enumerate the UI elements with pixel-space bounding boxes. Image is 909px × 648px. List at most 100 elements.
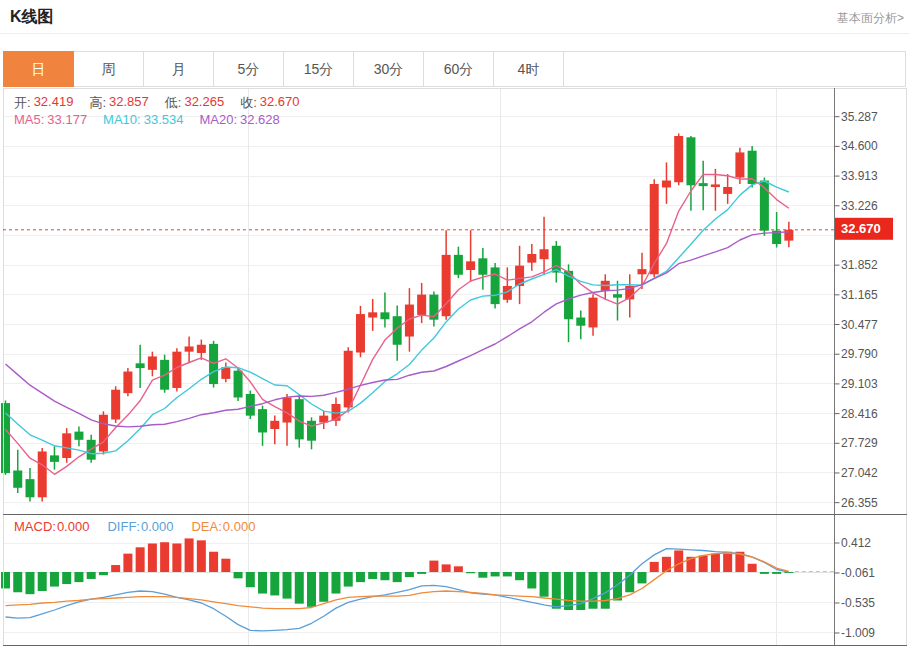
high-value: 32.857 xyxy=(109,94,149,112)
candle-body xyxy=(417,295,426,315)
candle-body xyxy=(527,254,536,263)
high-label: 高: xyxy=(89,94,106,112)
macd-hist-bar xyxy=(417,572,426,574)
macd-axis-label: 0.412 xyxy=(841,536,871,550)
candle-body xyxy=(111,390,120,420)
macd-hist-bar xyxy=(442,564,451,572)
macd-hist-bar xyxy=(62,572,71,584)
macd-hist-bar xyxy=(380,572,389,580)
candle-body xyxy=(99,415,108,452)
candle-body xyxy=(674,136,683,182)
macd-hist-bar xyxy=(344,572,353,587)
candle-body xyxy=(136,363,145,368)
y-axis-label: 34.600 xyxy=(841,139,878,153)
macd-hist-bar xyxy=(307,572,316,607)
macd-hist-bar xyxy=(283,572,292,599)
macd-hist-bar xyxy=(711,554,720,572)
candle-body xyxy=(185,346,194,351)
macd-hist-bar xyxy=(552,572,561,609)
macd-hist-bar xyxy=(160,542,169,572)
macd-hist-bar xyxy=(50,572,59,587)
macd-hist-bar xyxy=(368,572,377,579)
macd-hist-bar xyxy=(258,572,267,594)
macd-hist-bar xyxy=(491,572,500,576)
macd-hist-bar xyxy=(650,562,659,572)
open-value: 32.419 xyxy=(34,94,74,112)
macd-hist-bar xyxy=(429,561,438,572)
macd-label: MACD: xyxy=(14,519,56,534)
candle-body xyxy=(637,269,646,274)
macd-hist-bar xyxy=(674,550,683,572)
macd-hist-bar xyxy=(662,557,671,572)
dea-value: 0.000 xyxy=(223,519,256,534)
y-axis-label: 30.477 xyxy=(841,318,878,332)
y-axis-label: 35.287 xyxy=(841,110,878,124)
open-label: 开: xyxy=(14,94,31,112)
macd-hist-bar xyxy=(564,572,573,610)
macd-hist-bar xyxy=(99,572,108,575)
candle-body xyxy=(344,351,353,408)
candle-body xyxy=(478,258,487,274)
macd-hist-bar xyxy=(748,564,757,572)
y-axis-label: 29.103 xyxy=(841,377,878,391)
candle-body xyxy=(650,184,659,274)
candle-body xyxy=(246,394,255,416)
macd-hist-bar xyxy=(295,572,304,604)
macd-hist-bar xyxy=(221,559,230,572)
candle-body xyxy=(368,312,377,317)
candle-body xyxy=(221,367,230,379)
macd-hist-bar xyxy=(185,538,194,572)
candle-body xyxy=(711,184,720,187)
dea-label: DEA: xyxy=(191,519,221,534)
candle-body xyxy=(686,137,695,185)
macd-hist-bar xyxy=(760,572,769,574)
macd-hist-bar xyxy=(38,572,47,591)
macd-hist-bar xyxy=(111,565,120,572)
macd-hist-bar xyxy=(393,572,402,582)
candle-body xyxy=(13,471,22,488)
kline-widget: { "header": { "title": "K线图", "link": "基… xyxy=(0,0,909,648)
ma5-value: 33.177 xyxy=(47,112,87,127)
ma5-label: MA5: xyxy=(14,112,44,127)
macd-info-row: MACD:0.000 DIFF:0.000 DEA:0.000 xyxy=(14,519,255,534)
macd-hist-bar xyxy=(246,572,255,587)
ohlc-info-row: 开:32.419 高:32.857 低:32.265 收:32.670 xyxy=(14,94,300,112)
candle-body xyxy=(735,152,744,177)
macd-hist-bar xyxy=(331,572,340,594)
macd-hist-bar xyxy=(454,566,463,572)
macd-hist-bar xyxy=(123,554,132,572)
current-price-badge-text: 32.670 xyxy=(841,221,881,236)
macd-hist-bar xyxy=(1,572,10,588)
candle-body xyxy=(491,267,500,304)
diff-value: 0.000 xyxy=(141,519,174,534)
macd-hist-bar xyxy=(148,544,157,572)
candle-body xyxy=(148,356,157,369)
candle-body xyxy=(307,421,316,441)
candle-body xyxy=(662,181,671,188)
macd-hist-bar xyxy=(319,572,328,602)
candle-body xyxy=(123,372,132,394)
candle-body xyxy=(270,421,279,429)
y-axis-label: 33.226 xyxy=(841,199,878,213)
macd-axis-label: -1.009 xyxy=(841,626,875,640)
candle-body xyxy=(576,318,585,326)
macd-hist-bar xyxy=(234,572,243,578)
candle-body xyxy=(234,371,243,398)
close-value: 32.670 xyxy=(260,94,300,112)
candle-body xyxy=(283,397,292,422)
candle-body xyxy=(380,312,389,319)
candle-body xyxy=(197,345,206,353)
macd-hist-bar xyxy=(699,556,708,572)
diff-label: DIFF: xyxy=(107,519,140,534)
candle-body xyxy=(38,451,47,497)
macd-hist-bar xyxy=(478,572,487,578)
macd-axis-label: -0.535 xyxy=(841,596,875,610)
macd-value: 0.000 xyxy=(57,519,90,534)
macd-hist-bar xyxy=(515,572,524,580)
candle-body xyxy=(723,187,732,194)
low-label: 低: xyxy=(165,94,182,112)
y-axis-label: 33.913 xyxy=(841,169,878,183)
close-label: 收: xyxy=(240,94,257,112)
macd-hist-bar xyxy=(13,572,22,592)
ma10-label: MA10: xyxy=(103,112,141,127)
